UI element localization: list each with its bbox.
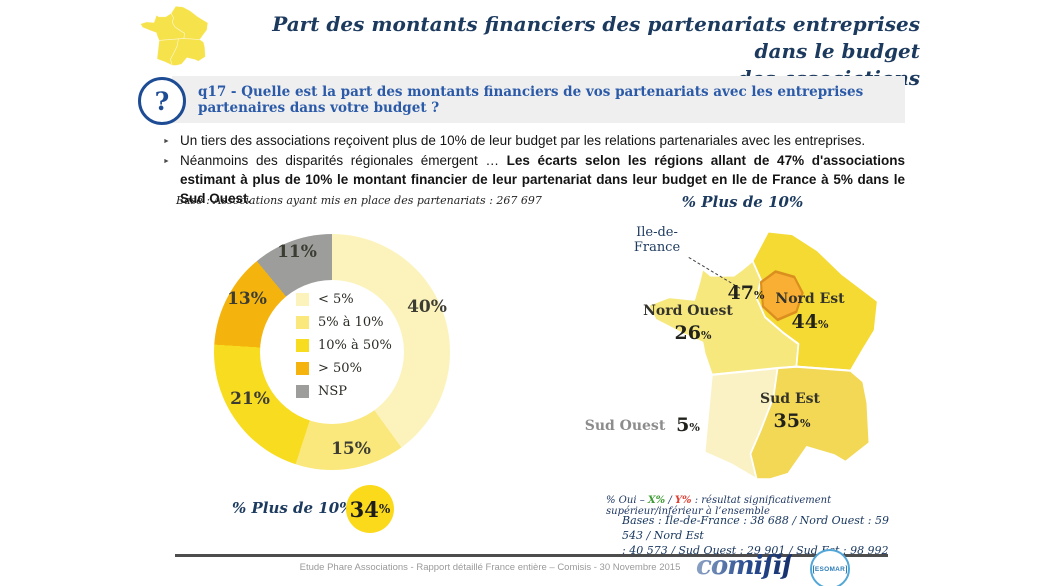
legend-label-5to10: 5% à 10% bbox=[318, 315, 384, 330]
findings: ► Un tiers des associations reçoivent pl… bbox=[163, 131, 905, 208]
question-text: q17 - Quelle est la part des montants fi… bbox=[198, 83, 864, 116]
legend-swatch-lt5 bbox=[296, 293, 309, 306]
region-value-sud-est: 35% bbox=[773, 410, 811, 432]
donut-label-gt50: 13% bbox=[227, 289, 267, 309]
esomar-logo: ESOMAR bbox=[810, 549, 850, 586]
comisis-logo: comiſiſ bbox=[696, 551, 793, 581]
question-bar bbox=[172, 76, 905, 123]
legend-row-gt50: > 50% bbox=[296, 357, 392, 380]
france-icon bbox=[140, 5, 209, 66]
region-value-nord-ouest: 26% bbox=[674, 322, 712, 344]
finding-bullet-1-text: Un tiers des associations reçoivent plus… bbox=[180, 133, 866, 148]
legend-label-lt5: < 5% bbox=[318, 292, 354, 307]
region-label-nord-est: Nord Est bbox=[775, 291, 845, 307]
donut-legend: < 5% 5% à 10% 10% à 50% > 50% NSP bbox=[296, 288, 392, 403]
legend-row-5to10: 5% à 10% bbox=[296, 311, 392, 334]
significance-note: % Oui – X% / Y% : résultat significative… bbox=[606, 495, 832, 517]
bullet-marker-icon: ► bbox=[163, 138, 170, 145]
legend-label-nsp: NSP bbox=[318, 384, 348, 399]
finding-bullet-2-text: Néanmoins des disparités régionales émer… bbox=[180, 153, 905, 206]
summary-circle: 34% bbox=[346, 485, 394, 533]
legend-row-nsp: NSP bbox=[296, 380, 392, 403]
donut-label-5to10: 15% bbox=[331, 439, 371, 459]
region-value-sud-ouest: 5% bbox=[676, 414, 700, 436]
map-region-ile-de-france bbox=[759, 270, 804, 322]
donut-label-nsp: 11% bbox=[277, 242, 317, 262]
footer-divider bbox=[175, 554, 888, 557]
legend-swatch-nsp bbox=[296, 385, 309, 398]
legend-swatch-10to50 bbox=[296, 339, 309, 352]
map-region-sud-est bbox=[749, 365, 871, 481]
donut-label-10to50: 21% bbox=[230, 389, 270, 409]
page-title: Part des montants financiers des partena… bbox=[272, 12, 920, 90]
summary-label: % Plus de 10% bbox=[232, 499, 354, 517]
donut-chart bbox=[214, 234, 450, 470]
france-map bbox=[647, 230, 879, 481]
region-label-nord-ouest: Nord Ouest bbox=[643, 303, 733, 319]
idf-callout-label: Ile-de-France bbox=[633, 225, 681, 255]
map-region-nord-est bbox=[751, 230, 879, 372]
footer-text: Etude Phare Associations - Rapport détai… bbox=[299, 562, 681, 573]
region-value-ile-de-france: 47% bbox=[727, 282, 765, 304]
legend-row-lt5: < 5% bbox=[296, 288, 392, 311]
legend-swatch-gt50 bbox=[296, 362, 309, 375]
summary-percent-sign: % bbox=[378, 502, 391, 516]
question-mark-icon: ? bbox=[138, 77, 186, 125]
donut-label-lt5: 40% bbox=[407, 297, 447, 317]
region-label-sud-ouest: Sud Ouest bbox=[584, 418, 666, 434]
legend-label-10to50: 10% à 50% bbox=[318, 338, 392, 353]
base-note: Base : Associations ayant mis en place d… bbox=[176, 194, 542, 207]
legend-label-gt50: > 50% bbox=[318, 361, 362, 376]
region-value-nord-est: 44% bbox=[791, 311, 829, 333]
region-label-sud-est: Sud Est bbox=[760, 391, 820, 407]
map-title: % Plus de 10% bbox=[681, 193, 804, 211]
summary-value: 34 bbox=[349, 496, 379, 522]
legend-row-10to50: 10% à 50% bbox=[296, 334, 392, 357]
legend-swatch-5to10 bbox=[296, 316, 309, 329]
bullet-marker-icon: ► bbox=[163, 158, 170, 165]
finding-bullet-1: ► Un tiers des associations reçoivent pl… bbox=[163, 131, 905, 151]
finding-bullet-2: ► Néanmoins des disparités régionales ém… bbox=[163, 151, 905, 208]
